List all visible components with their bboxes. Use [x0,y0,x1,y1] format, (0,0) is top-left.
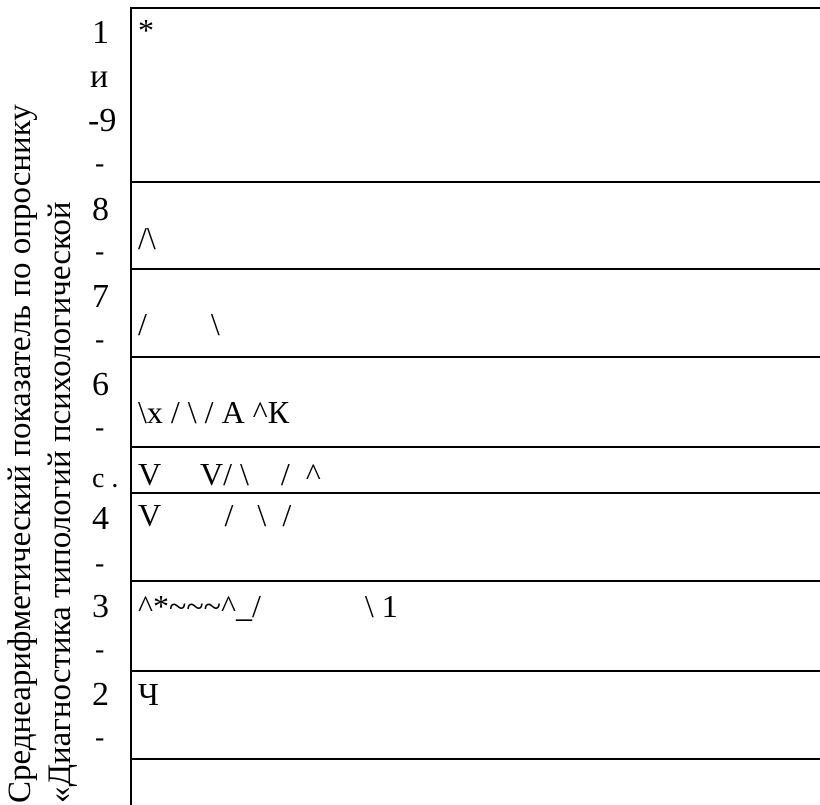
tick-dash: - [95,324,105,355]
row-text-4: V / \ / [138,497,292,533]
gridline [130,670,820,672]
tick-dash: - [95,548,105,579]
tick-label-4: 4 [92,500,109,537]
gridline [130,181,820,183]
gridline [130,356,820,358]
gridline [130,580,820,582]
y-axis-title-line-1: Среднеарифметический показатель по опрос… [2,104,38,803]
tick-dash: - [95,634,105,665]
gridline [130,268,820,270]
tick-label-and: и [90,58,109,95]
row-text-5: V V/ \ / ^ [138,456,321,492]
tick-label-2: 2 [92,676,109,713]
tick-dash: - [95,412,105,443]
row-text-3: ^*~~~^_/ \ 1 [138,588,398,624]
tick-label-6: 6 [92,366,109,403]
plot-frame [130,7,820,805]
tick-label-3: 3 [92,588,109,625]
row-text-7: / \ [138,306,220,342]
tick-dash: - [95,236,105,267]
tick-label-8: 8 [92,191,109,228]
tick-label-5: с . [92,463,119,494]
tick-label-9: -9 [88,102,117,139]
tick-label-1: 1 [92,14,109,51]
tick-dash: - [95,148,105,179]
gridline [130,492,820,494]
row-text-2: Ч [138,676,159,712]
row-text-8: /\ [138,220,156,256]
y-axis-title: Среднеарифметический показатель по опрос… [0,0,90,805]
tick-dash: - [95,722,105,753]
gridline [130,758,820,760]
gridline [130,446,820,448]
row-text-6: \х / \ / А ^К [138,394,290,430]
row-text-top: * [138,12,154,48]
tick-label-7: 7 [92,278,109,315]
y-axis-title-line-2: «Диагностика типологий психологической [42,201,78,803]
